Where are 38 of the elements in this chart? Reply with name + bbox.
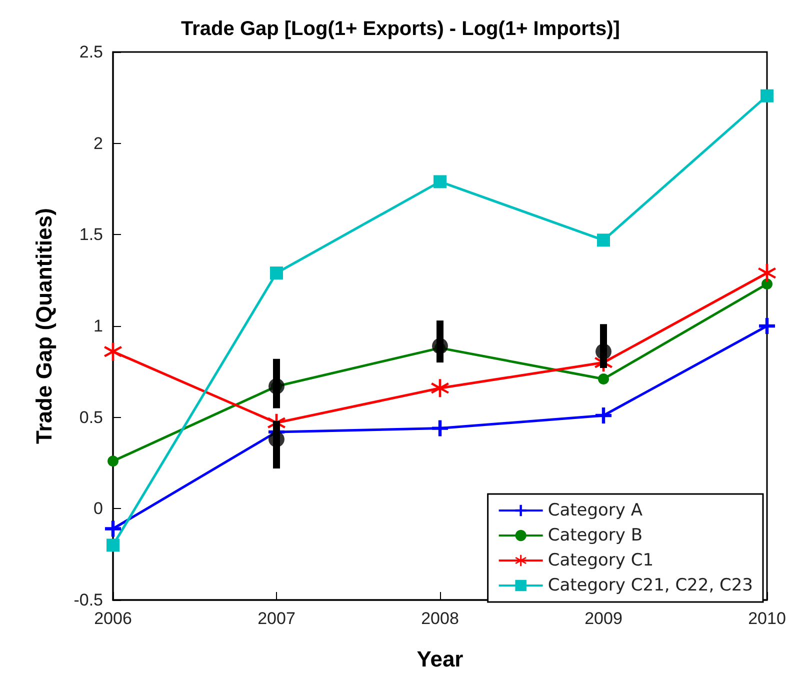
point: [431, 379, 449, 398]
point: [434, 175, 446, 188]
point: [596, 408, 612, 424]
legend-label: Category C1: [548, 550, 654, 570]
x-tick-label: 2010: [748, 609, 786, 628]
point: [270, 266, 283, 280]
x-tick-label: 2006: [94, 609, 132, 628]
point: [104, 342, 122, 361]
point: [432, 338, 448, 354]
point: [597, 234, 610, 247]
point: [268, 431, 284, 448]
point: [759, 318, 775, 334]
y-axis-title: Trade Gap (Quantities): [32, 208, 56, 444]
x-tick-label: 2007: [258, 609, 296, 628]
point: [758, 264, 776, 282]
point: [432, 420, 448, 436]
y-tick-label: 1.5: [79, 225, 103, 244]
point: [598, 373, 609, 384]
point: [105, 520, 121, 537]
point: [760, 89, 774, 102]
y-tick-label: 2.5: [79, 42, 103, 62]
x-axis-title: Year: [416, 646, 464, 672]
y-tick-label: -0.5: [74, 590, 103, 610]
legend-label: Category C21, C22, C23: [548, 576, 754, 596]
x-tick-label: 2008: [421, 609, 459, 628]
chart-title: Trade Gap [Log(1+ Exports) - Log(1+ Imports)]: [181, 18, 620, 40]
point: [596, 344, 612, 360]
x-tick-label: 2009: [584, 609, 622, 628]
y-tick-label: 0: [94, 499, 103, 518]
point: [106, 538, 120, 552]
legend-label: Category B: [548, 526, 643, 546]
legend-label: Category A: [548, 500, 643, 520]
y-tick-label: 1: [94, 316, 103, 336]
point: [762, 278, 772, 290]
point: [108, 456, 118, 467]
y-tick-label: 0.5: [79, 408, 103, 427]
point: [268, 378, 284, 394]
y-tick-label: 2: [94, 134, 103, 153]
